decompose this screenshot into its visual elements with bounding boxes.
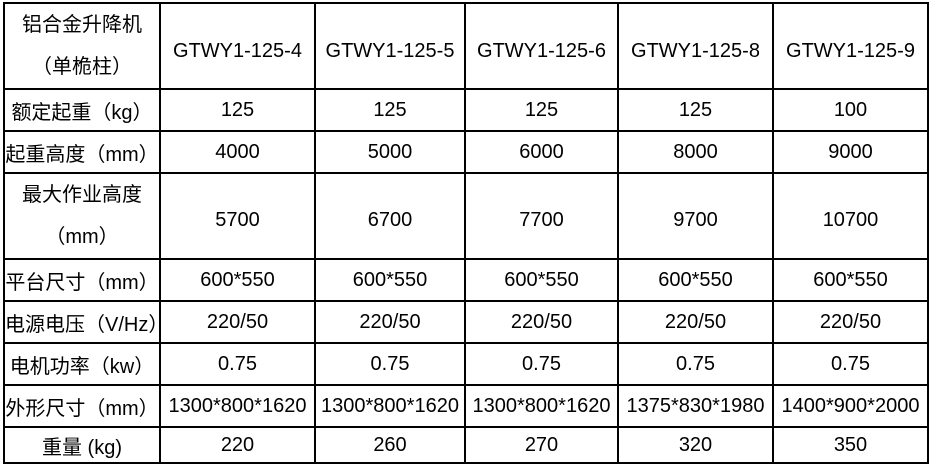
model-header-cell: GTWY1-125-4	[159, 2, 316, 90]
spec-value-cell: 600*550	[772, 258, 929, 302]
spec-row-overall-size: 外形尺寸（mm） 1300*800*1620 1300*800*1620 130…	[3, 384, 929, 428]
spec-value-cell: 220	[159, 426, 316, 464]
spec-value-cell: 260	[314, 426, 466, 464]
spec-value-cell: 270	[464, 426, 619, 464]
spec-value-cell: 1375*830*1980	[617, 384, 774, 428]
spec-row-weight: 重量 (kg) 220 260 270 320 350	[3, 426, 929, 464]
spec-value-cell: 10700	[772, 172, 929, 260]
spec-value-cell: 1300*800*1620	[314, 384, 466, 428]
spec-value-cell: 220/50	[314, 300, 466, 344]
spec-label-cell: 电机功率（kw）	[3, 342, 161, 386]
spec-value-cell: 125	[617, 88, 774, 132]
model-header-cell: GTWY1-125-9	[772, 2, 929, 90]
spec-label-cell: 平台尺寸（mm）	[3, 258, 161, 302]
spec-value-cell: 600*550	[314, 258, 466, 302]
spec-value-cell: 5000	[314, 130, 466, 174]
spec-value-cell: 7700	[464, 172, 619, 260]
spec-value-cell: 1400*900*2000	[772, 384, 929, 428]
spec-label-cell: 外形尺寸（mm）	[3, 384, 161, 428]
spec-label-cell: 重量 (kg)	[3, 426, 161, 464]
spec-value-cell: 220/50	[772, 300, 929, 344]
spec-value-cell: 320	[617, 426, 774, 464]
spec-value-cell: 100	[772, 88, 929, 132]
product-name-line2: （单桅柱）	[32, 56, 132, 78]
spec-row-lifting-height: 起重高度（mm） 4000 5000 6000 8000 9000	[3, 130, 929, 174]
spec-table: 铝合金升降机 （单桅柱） GTWY1-125-4 GTWY1-125-5 GTW…	[3, 2, 929, 464]
spec-value-cell: 220/50	[159, 300, 316, 344]
spec-value-cell: 0.75	[159, 342, 316, 386]
spec-row-platform-size: 平台尺寸（mm） 600*550 600*550 600*550 600*550…	[3, 258, 929, 302]
model-header-cell: GTWY1-125-8	[617, 2, 774, 90]
spec-value-cell: 8000	[617, 130, 774, 174]
spec-label-cell: 起重高度（mm）	[3, 130, 161, 174]
spec-row-power-voltage: 电源电压（V/Hz） 220/50 220/50 220/50 220/50 2…	[3, 300, 929, 344]
spec-value-cell: 1300*800*1620	[464, 384, 619, 428]
spec-value-cell: 220/50	[617, 300, 774, 344]
spec-label-cell: 电源电压（V/Hz）	[3, 300, 161, 344]
model-header-cell: GTWY1-125-6	[464, 2, 619, 90]
spec-row-motor-power: 电机功率（kw） 0.75 0.75 0.75 0.75 0.75	[3, 342, 929, 386]
spec-row-max-working-height: 最大作业高度 （mm） 5700 6700 7700 9700 10700	[3, 172, 929, 260]
spec-value-cell: 0.75	[617, 342, 774, 386]
spec-label-line1: 最大作业高度	[22, 184, 142, 206]
spec-value-cell: 125	[314, 88, 466, 132]
spec-label-cell: 额定起重（kg）	[3, 88, 161, 132]
spec-value-cell: 0.75	[314, 342, 466, 386]
spec-value-cell: 350	[772, 426, 929, 464]
spec-value-cell: 220/50	[464, 300, 619, 344]
spec-value-cell: 125	[159, 88, 316, 132]
spec-value-cell: 600*550	[464, 258, 619, 302]
product-name-cell: 铝合金升降机 （单桅柱）	[3, 2, 161, 90]
table-header-row: 铝合金升降机 （单桅柱） GTWY1-125-4 GTWY1-125-5 GTW…	[3, 2, 929, 90]
spec-value-cell: 1300*800*1620	[159, 384, 316, 428]
spec-value-cell: 6000	[464, 130, 619, 174]
spec-value-cell: 125	[464, 88, 619, 132]
spec-row-rated-load: 额定起重（kg） 125 125 125 125 100	[3, 88, 929, 132]
spec-value-cell: 5700	[159, 172, 316, 260]
spec-value-cell: 0.75	[772, 342, 929, 386]
spec-label-line2: （mm）	[45, 226, 119, 248]
spec-value-cell: 0.75	[464, 342, 619, 386]
spec-value-cell: 600*550	[617, 258, 774, 302]
spec-value-cell: 6700	[314, 172, 466, 260]
spec-value-cell: 600*550	[159, 258, 316, 302]
product-name-line1: 铝合金升降机	[22, 14, 142, 36]
spec-value-cell: 4000	[159, 130, 316, 174]
spec-label-cell: 最大作业高度 （mm）	[3, 172, 161, 260]
spec-value-cell: 9700	[617, 172, 774, 260]
model-header-cell: GTWY1-125-5	[314, 2, 466, 90]
spec-value-cell: 9000	[772, 130, 929, 174]
